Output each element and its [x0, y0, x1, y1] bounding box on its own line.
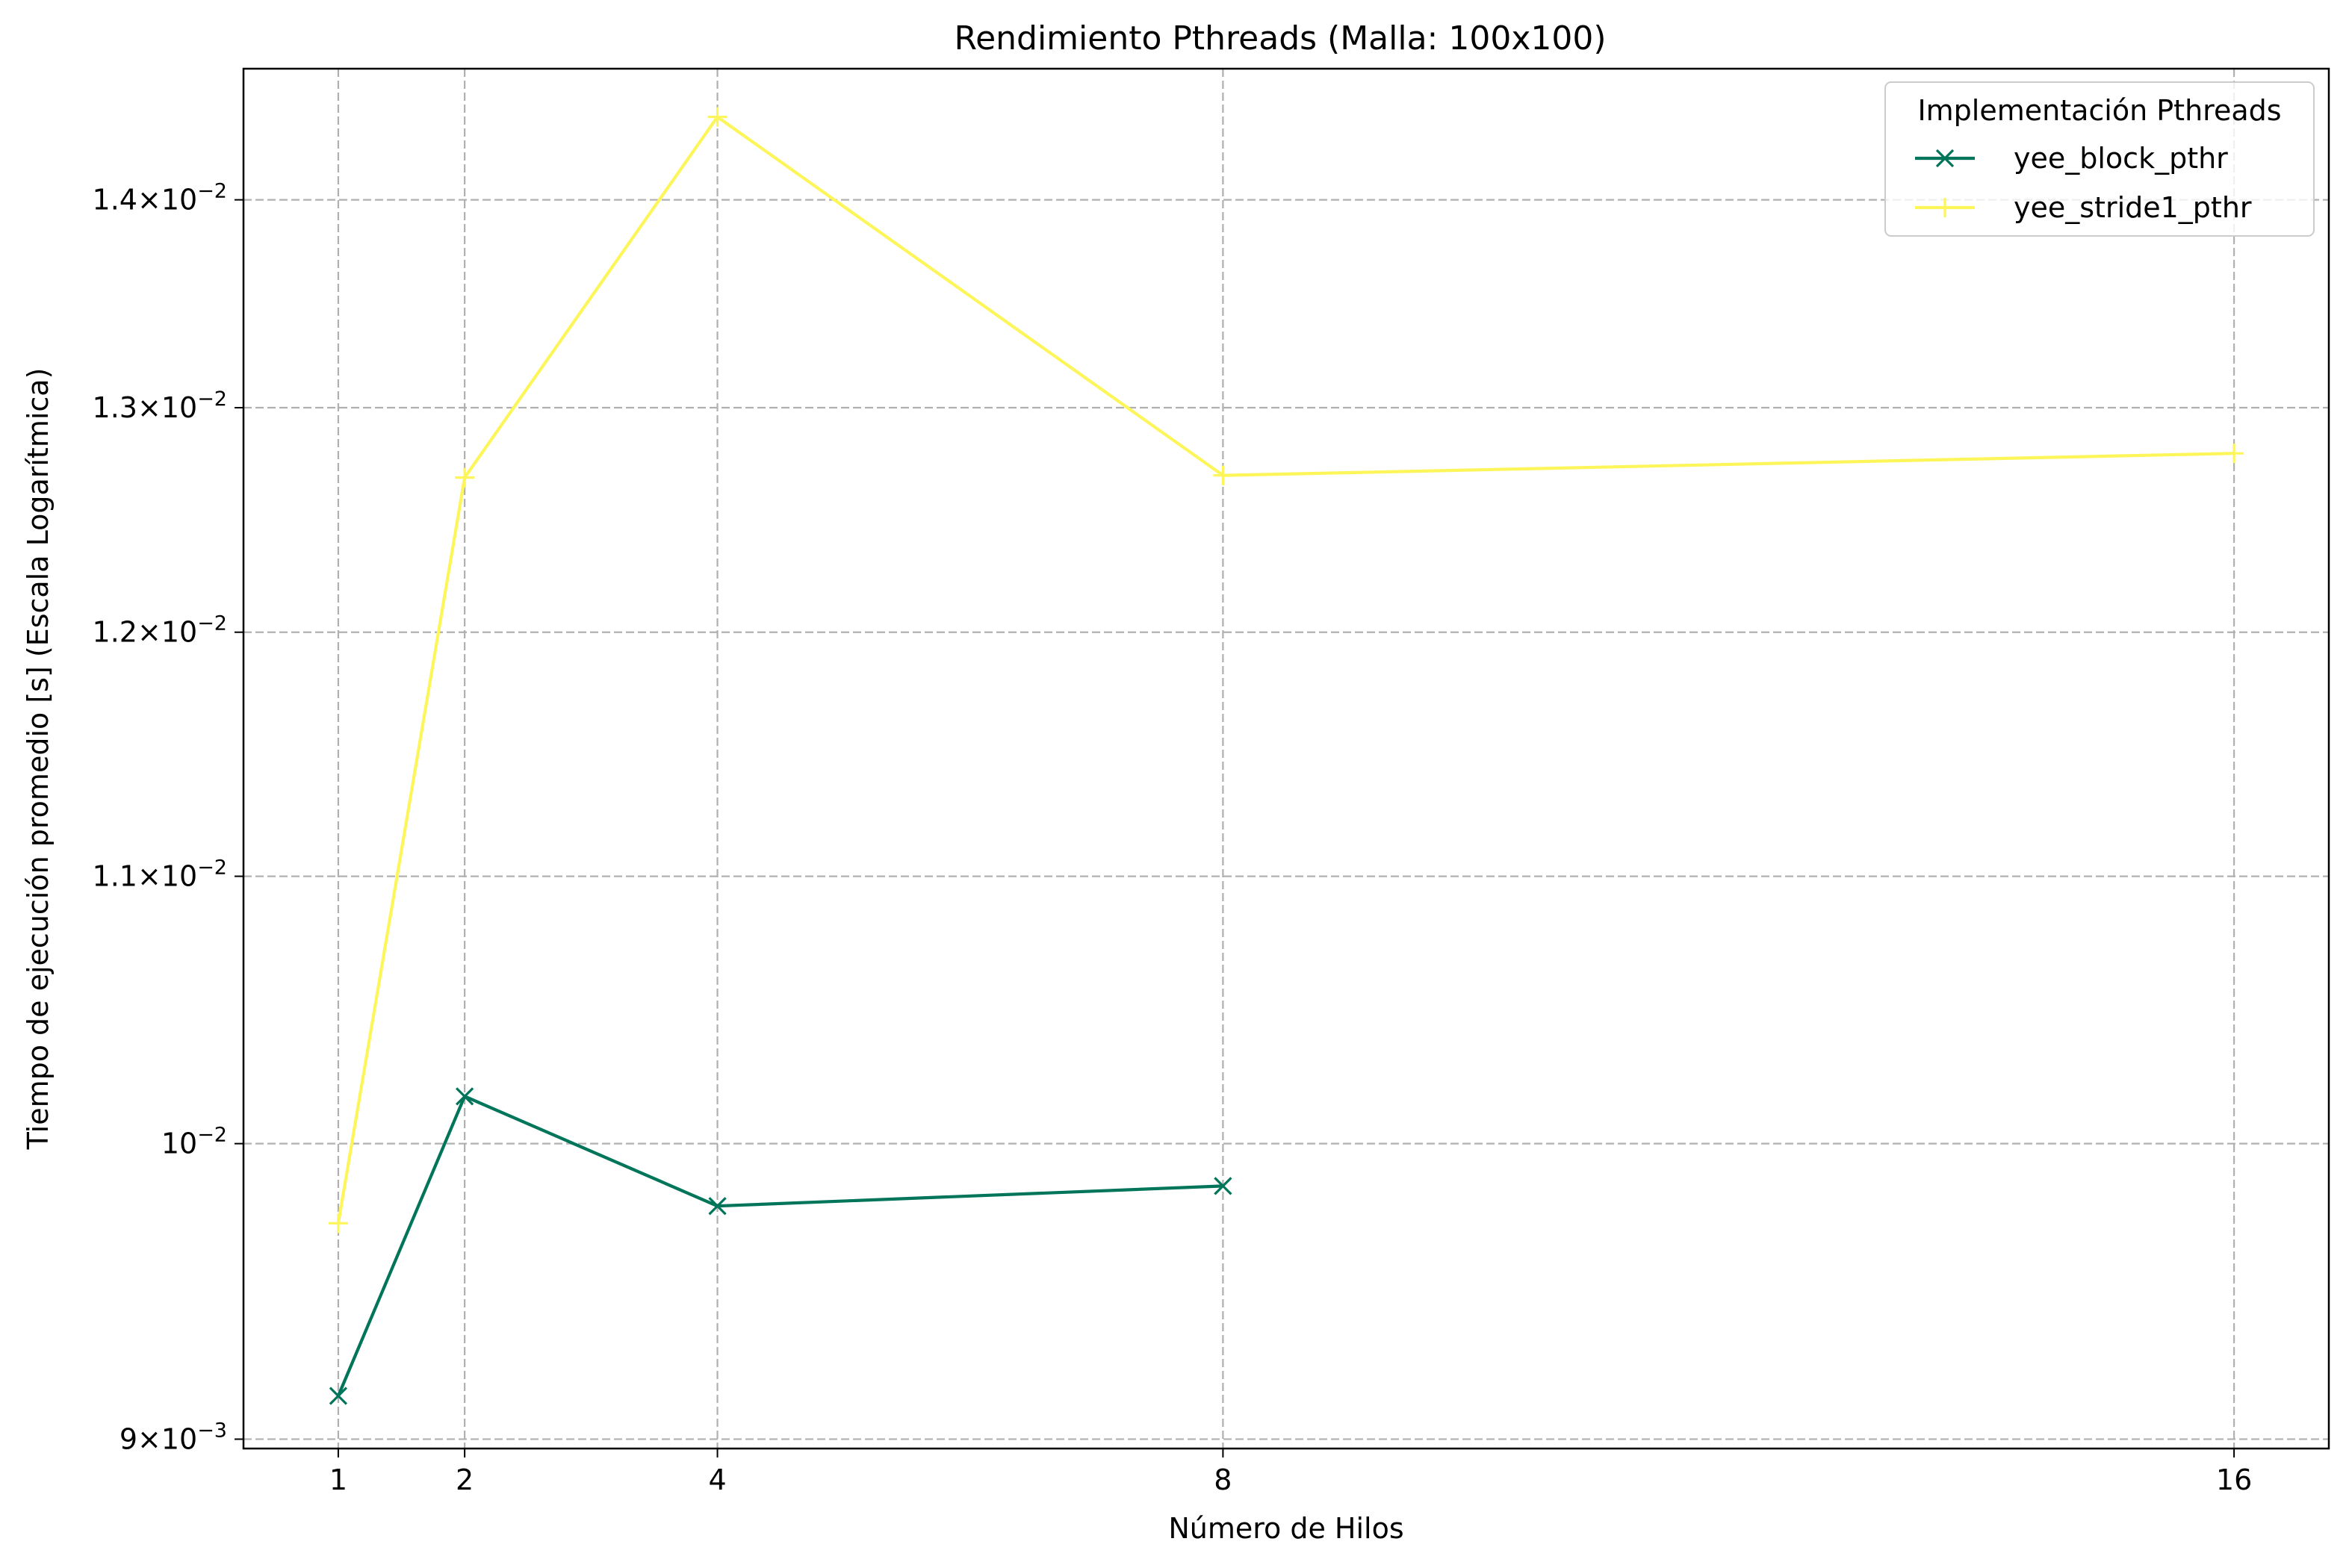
y-tick-label: 10−2 — [161, 1124, 227, 1160]
x-tick-label: 8 — [1214, 1463, 1232, 1496]
legend-label: yee_block_pthr — [2014, 142, 2228, 175]
x-axis-label: Número de Hilos — [1168, 1512, 1403, 1545]
legend-label: yee_stride1_pthr — [2014, 191, 2252, 224]
x-tick-label: 2 — [456, 1463, 474, 1496]
legend-swatch-marker — [1935, 149, 1955, 168]
y-tick-label: 1.3×10−2 — [93, 388, 227, 424]
series-yee_stride1_pthr — [328, 107, 2244, 1233]
y-tick-label: 1.4×10−2 — [93, 180, 227, 217]
legend-entry: yee_block_pthr — [1915, 142, 2228, 175]
data-point-yee_block_pthr — [455, 1087, 474, 1106]
y-tick-label: 9×10−3 — [120, 1419, 227, 1455]
plot-frame — [242, 67, 2330, 1450]
series-yee_block_pthr — [329, 1087, 1232, 1405]
y-axis-label: Tiempo de ejecución promedio [s] (Escala… — [22, 368, 55, 1151]
series-layer — [328, 107, 2244, 1405]
series-line-yee_block_pthr — [336, 1095, 1223, 1397]
y-axis: 9×10−3 10−2 1.1×10−2 1.2×10−2 1.3×10−2 1.4×10… — [93, 180, 243, 1455]
data-point-yee_block_pthr — [1214, 1177, 1232, 1195]
data-point-yee_block_pthr — [329, 1387, 348, 1405]
x-tick-label: 16 — [2216, 1463, 2252, 1496]
legend-entry: yee_stride1_pthr — [1915, 191, 2252, 224]
grid — [243, 69, 2329, 1449]
legend-title: Implementación Pthreads — [1917, 94, 2281, 127]
y-tick-label: 1.2×10−2 — [93, 612, 227, 649]
x-axis: 1 2 4 8 16 — [329, 1449, 2252, 1496]
legend-box — [1884, 81, 2315, 237]
legend-entries: yee_block_pthr yee_stride1_pthr — [1915, 142, 2252, 224]
x-tick-label: 4 — [708, 1463, 726, 1496]
chart-title: Rendimiento Pthreads (Malla: 100x100) — [954, 19, 1606, 57]
data-point-yee_block_pthr — [708, 1197, 727, 1216]
legend: Implementación Pthreads yee_block_pthrye… — [1884, 81, 2315, 237]
x-tick-label: 1 — [329, 1463, 347, 1496]
y-tick-label: 1.1×10−2 — [93, 856, 227, 893]
